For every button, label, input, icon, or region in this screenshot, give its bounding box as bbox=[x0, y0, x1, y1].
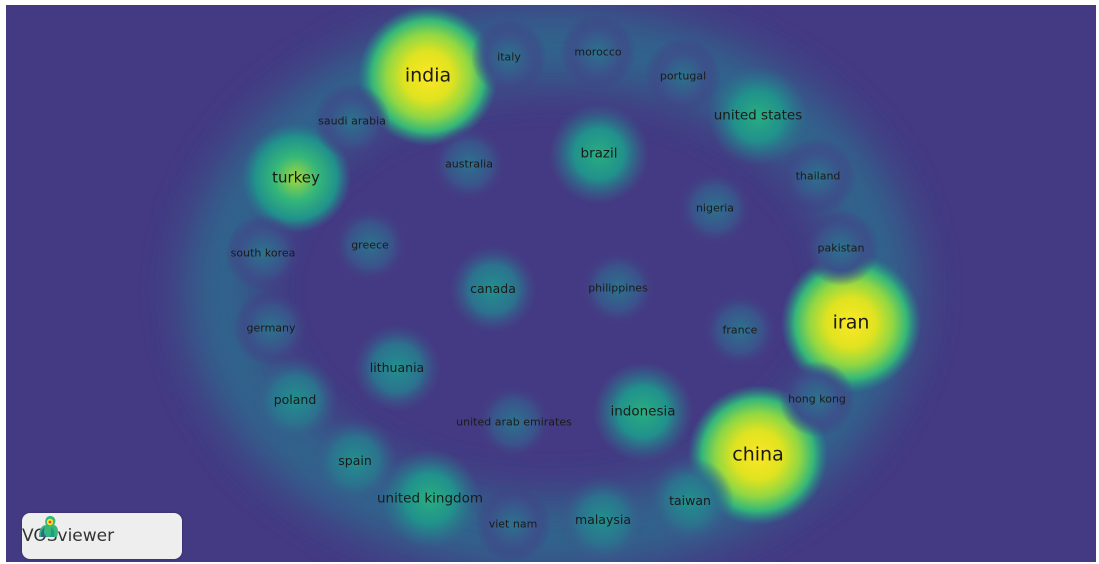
density-blob-thailand bbox=[780, 138, 856, 214]
density-blob-lithuania bbox=[353, 324, 441, 412]
node-label-taiwan[interactable]: taiwan bbox=[669, 492, 711, 508]
node-label-lithuania[interactable]: lithuania bbox=[369, 359, 425, 375]
node-label-australia[interactable]: australia bbox=[445, 157, 493, 171]
node-label-italy[interactable]: italy bbox=[497, 50, 521, 64]
density-blob-canada bbox=[449, 245, 537, 333]
node-label-poland[interactable]: poland bbox=[273, 391, 317, 407]
density-blob-turkey bbox=[241, 123, 351, 233]
node-label-spain[interactable]: spain bbox=[338, 452, 372, 468]
density-blob-portugal bbox=[645, 38, 721, 114]
density-blob-pakistan bbox=[803, 210, 879, 286]
density-blob-viet-nam bbox=[475, 486, 551, 562]
density-blob-taiwan bbox=[646, 457, 734, 545]
node-label-brazil[interactable]: brazil bbox=[580, 145, 618, 162]
density-blob-united-arab-emirates bbox=[476, 384, 552, 460]
density-blob-france bbox=[702, 292, 778, 368]
density-blob-united-states bbox=[708, 66, 808, 166]
node-label-china[interactable]: china bbox=[732, 443, 784, 466]
density-blob-nigeria bbox=[677, 170, 753, 246]
density-blob-brazil bbox=[549, 104, 649, 204]
node-label-india[interactable]: india bbox=[404, 64, 452, 87]
density-blob-philippines bbox=[580, 250, 656, 326]
node-label-viet-nam[interactable]: viet nam bbox=[488, 517, 538, 531]
node-label-south-korea[interactable]: south korea bbox=[230, 246, 296, 260]
node-label-thailand[interactable]: thailand bbox=[795, 169, 841, 183]
vosviewer-logo: VOSviewer bbox=[22, 513, 182, 559]
density-blob-germany bbox=[233, 290, 309, 366]
density-blob-indonesia bbox=[593, 362, 693, 462]
density-blob-australia bbox=[431, 126, 507, 202]
density-blob-india bbox=[358, 6, 498, 146]
node-label-united-arab-emirates[interactable]: united arab emirates bbox=[456, 415, 572, 429]
density-blob-poland bbox=[251, 356, 339, 444]
node-label-pakistan[interactable]: pakistan bbox=[817, 241, 865, 255]
node-label-united-kingdom[interactable]: united kingdom bbox=[377, 490, 483, 507]
node-label-hong-kong[interactable]: hong kong bbox=[788, 392, 846, 406]
density-blob-south-korea bbox=[225, 215, 301, 291]
density-blob-united-kingdom bbox=[380, 449, 480, 549]
density-map-heat bbox=[186, 6, 921, 562]
node-label-saudi-arabia[interactable]: saudi arabia bbox=[318, 114, 386, 128]
density-blob-italy bbox=[471, 19, 547, 95]
density-blob-malaysia bbox=[559, 476, 647, 562]
node-label-united-states[interactable]: united states bbox=[713, 107, 803, 124]
node-label-morocco[interactable]: morocco bbox=[574, 45, 622, 59]
node-label-germany[interactable]: germany bbox=[246, 321, 296, 335]
node-label-malaysia[interactable]: malaysia bbox=[574, 511, 632, 527]
density-blob-morocco bbox=[560, 14, 636, 90]
node-label-nigeria[interactable]: nigeria bbox=[695, 201, 735, 215]
density-map[interactable]: india china iran turkey united states brazil i… bbox=[6, 5, 1096, 562]
node-label-portugal[interactable]: portugal bbox=[659, 69, 707, 83]
vosviewer-logo-icon bbox=[39, 516, 58, 537]
node-label-turkey[interactable]: turkey bbox=[272, 168, 320, 187]
node-label-philippines[interactable]: philippines bbox=[588, 281, 648, 295]
node-label-indonesia[interactable]: indonesia bbox=[610, 403, 676, 420]
node-label-france[interactable]: france bbox=[722, 323, 758, 337]
node-label-greece[interactable]: greece bbox=[351, 238, 389, 252]
density-blob-hong-kong bbox=[779, 361, 855, 437]
node-label-iran[interactable]: iran bbox=[832, 311, 870, 334]
density-blob-saudi-arabia bbox=[314, 83, 390, 159]
density-blob-iran bbox=[781, 253, 921, 393]
density-blob-greece bbox=[332, 207, 408, 283]
node-label-canada[interactable]: canada bbox=[470, 280, 516, 296]
density-blob-spain bbox=[311, 417, 399, 505]
